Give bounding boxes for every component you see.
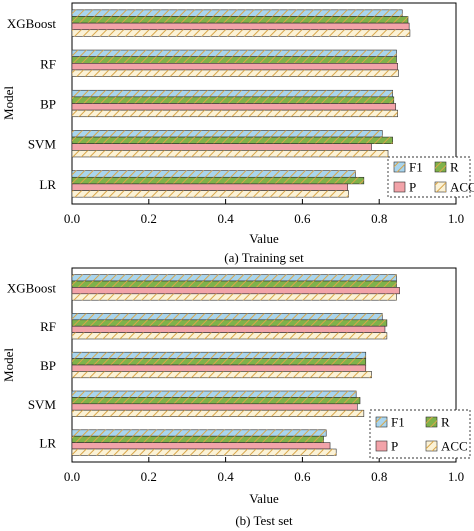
- legend-label-r: R: [441, 415, 450, 430]
- bar-acc-hatch: [72, 449, 337, 456]
- bar-acc-hatch: [72, 293, 397, 301]
- x-tick-label: 0.4: [217, 211, 234, 226]
- legend-swatch-p: [393, 181, 406, 193]
- legend-swatch-p: [375, 440, 388, 452]
- legend-label-acc: ACC: [441, 439, 468, 454]
- bar-r-hatch: [72, 280, 397, 288]
- bar-p: [71, 403, 358, 411]
- x-tick-label: 0.4: [217, 469, 234, 484]
- legend-swatch-r-hatch: [435, 162, 446, 172]
- bar-r-hatch: [72, 16, 408, 24]
- x-tick-label: 0.0: [64, 469, 80, 484]
- y-tick-label: XGBoost: [7, 280, 57, 295]
- y-tick-label: SVM: [28, 137, 57, 152]
- x-tick-label: 0.8: [371, 211, 387, 226]
- bar-f1-hatch: [72, 90, 393, 97]
- bar-p: [71, 325, 386, 333]
- y-axis-label: Model: [1, 86, 16, 120]
- bar-r-hatch: [72, 96, 394, 104]
- chart-panel-training: 0.0 0.2 0.4 0.6 0.8 1.0 XGBoost RF BP SVM LR Value M…: [1, 2, 474, 265]
- bar-acc-hatch: [72, 69, 399, 77]
- x-tick-label: 0.2: [141, 469, 157, 484]
- y-tick-label: BP: [40, 358, 56, 373]
- bar-f1-hatch: [72, 352, 366, 359]
- x-axis-label: Value: [249, 231, 279, 246]
- legend-swatch-r-hatch: [426, 417, 437, 427]
- bar-p: [71, 22, 410, 31]
- bar-acc-hatch: [72, 190, 349, 198]
- bar-acc-hatch: [72, 110, 398, 117]
- bar-r-hatch: [72, 358, 366, 365]
- legend-label-f1: F1: [409, 160, 423, 175]
- panel-caption: (a) Training set: [224, 250, 304, 265]
- bar-f1-hatch: [72, 9, 403, 17]
- legend-label-f1: F1: [391, 415, 405, 430]
- bar-acc-hatch: [72, 332, 387, 340]
- bar-p: [71, 143, 372, 151]
- y-tick-label: RF: [40, 56, 56, 71]
- bar-p: [71, 62, 398, 71]
- legend-swatch-f1-hatch: [376, 417, 387, 427]
- legend-swatch-acc-hatch: [435, 182, 446, 192]
- bar-p: [71, 442, 331, 450]
- legend-label-r: R: [450, 160, 459, 175]
- bar-r-hatch: [72, 436, 324, 443]
- legend: F1 R P ACC: [387, 156, 474, 198]
- bar-f1-hatch: [72, 274, 397, 281]
- bar-p: [71, 364, 367, 372]
- y-tick-label: BP: [40, 97, 56, 112]
- bar-f1-hatch: [72, 170, 356, 178]
- bar-r-hatch: [72, 56, 397, 64]
- bar-r-hatch: [72, 177, 364, 184]
- bar-f1-hatch: [72, 130, 383, 138]
- legend-label-acc: ACC: [450, 180, 474, 195]
- bar-f1-hatch: [72, 390, 357, 398]
- bar-acc-hatch: [72, 150, 389, 157]
- x-tick-label: 0.2: [141, 211, 157, 226]
- legend-swatch-acc-hatch: [426, 441, 437, 451]
- legend: F1 R P ACC: [369, 409, 471, 459]
- x-tick-label: 0.8: [371, 469, 387, 484]
- panel-caption: (b) Test set: [235, 513, 293, 528]
- y-tick-label: LR: [39, 177, 56, 192]
- bar-f1-hatch: [72, 313, 383, 320]
- bar-r-hatch: [72, 137, 393, 144]
- chart-panel-test: 0.0 0.2 0.4 0.6 0.8 1.0 XGBoost RF BP SVM LR Value M…: [1, 267, 471, 528]
- x-tick-label: 0.6: [294, 211, 311, 226]
- bar-r-hatch: [72, 319, 387, 327]
- y-tick-label: XGBoost: [7, 16, 57, 31]
- x-tick-label: 0.6: [294, 469, 311, 484]
- bar-acc-hatch: [72, 410, 364, 417]
- legend-label-p: P: [391, 439, 398, 454]
- y-tick-label: RF: [40, 319, 56, 334]
- x-tick-label: 1.0: [448, 469, 464, 484]
- x-tick-label: 1.0: [448, 211, 464, 226]
- y-tick-label: SVM: [28, 397, 57, 412]
- bar-r-hatch: [72, 397, 360, 404]
- legend-label-p: P: [409, 180, 416, 195]
- legend-swatch-f1-hatch: [394, 162, 405, 172]
- bar-f1-hatch: [72, 50, 397, 57]
- bar-p: [71, 183, 349, 191]
- x-tick-label: 0.0: [64, 211, 80, 226]
- bar-f1-hatch: [72, 429, 327, 437]
- bar-acc-hatch: [72, 371, 372, 378]
- bar-p: [71, 103, 397, 111]
- x-axis-label: Value: [249, 491, 279, 506]
- bar-acc-hatch: [72, 29, 410, 37]
- y-axis-label: Model: [1, 348, 16, 382]
- bar-p: [71, 287, 400, 295]
- y-tick-label: LR: [39, 436, 56, 451]
